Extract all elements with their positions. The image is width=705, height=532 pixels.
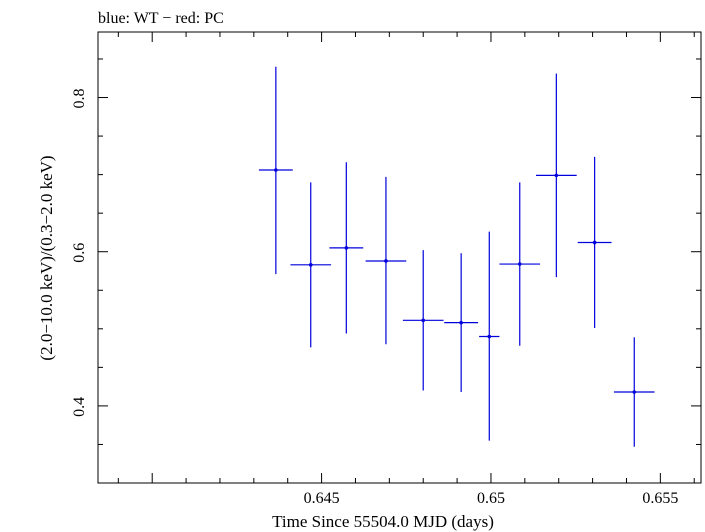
x-tick-label: 0.645	[304, 490, 340, 507]
data-marks	[258, 66, 655, 447]
data-point	[329, 162, 364, 334]
data-marker	[344, 246, 349, 250]
data-point	[402, 250, 444, 391]
data-point	[258, 66, 293, 275]
data-point	[577, 156, 612, 329]
data-marker	[632, 390, 637, 394]
y-axis-label: (2.0−10.0 keV)/(0.3−2.0 keV)	[37, 155, 56, 360]
x-axis-label: Time Since 55504.0 MJD (days)	[272, 512, 494, 531]
data-marker	[592, 240, 597, 245]
data-point	[365, 176, 407, 345]
data-point	[536, 73, 577, 278]
data-marker	[459, 320, 463, 325]
axis-tick-labels: 0.645 0.65 0.655 0.4 0.6 0.8	[71, 89, 678, 507]
data-marker	[384, 259, 388, 263]
y-tick-label: 0.6	[71, 243, 88, 263]
data-point	[444, 253, 479, 393]
data-marker	[308, 263, 313, 267]
data-marker	[517, 262, 522, 266]
data-point	[499, 182, 541, 346]
y-tick-label: 0.4	[71, 397, 88, 417]
y-tick-label: 0.8	[71, 89, 88, 109]
axis-ticks	[98, 32, 701, 484]
data-point	[613, 337, 655, 447]
x-tick-label: 0.655	[642, 490, 678, 507]
plot-frame	[97, 31, 702, 484]
data-point	[479, 231, 500, 441]
data-point	[290, 182, 332, 348]
data-marker	[421, 318, 426, 323]
data-marker	[554, 173, 559, 178]
data-marker	[487, 334, 492, 339]
data-marker	[274, 168, 278, 172]
x-tick-label: 0.65	[477, 490, 505, 507]
chart-title: blue: WT − red: PC	[98, 10, 224, 27]
